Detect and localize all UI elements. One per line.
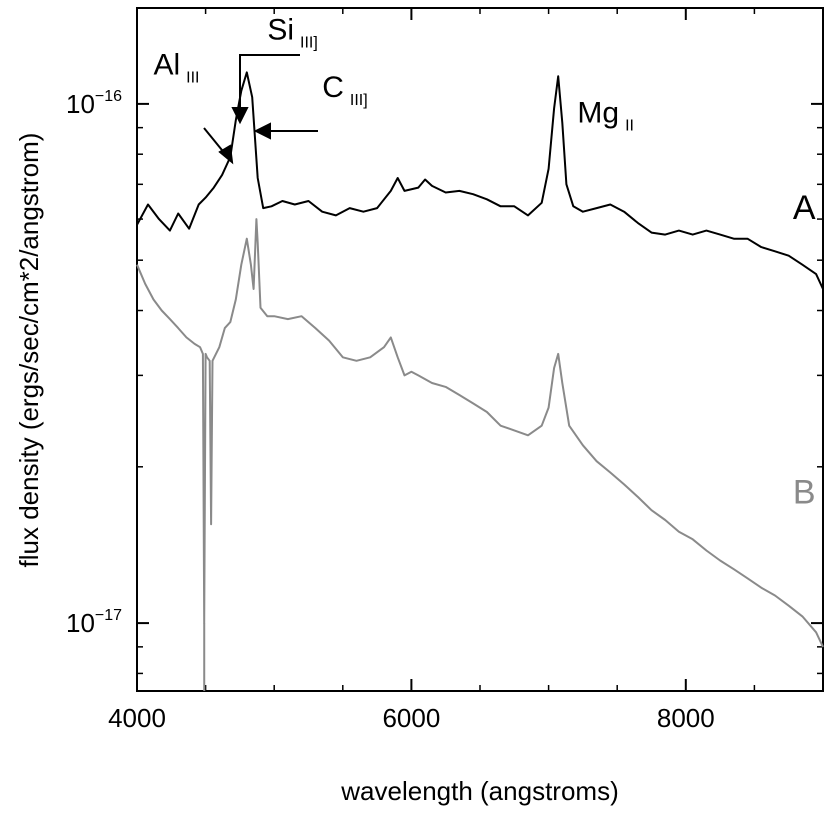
ticks-layer: 4000 6000 8000 10−16 10−17 <box>66 8 823 733</box>
series-b-line <box>136 218 824 648</box>
y-axis-title: flux density (ergs/sec/cm*2/angstrom) <box>14 133 44 568</box>
series-label-b: B <box>793 473 816 511</box>
annotation-si: Si III] <box>267 14 317 52</box>
y-tick-label: 10−16 <box>66 88 122 119</box>
annotation-al: Al III <box>153 48 199 86</box>
c-arrowhead <box>253 122 271 140</box>
x-tick-label: 6000 <box>382 703 440 733</box>
y-tick-label: 10−17 <box>66 607 122 638</box>
x-tick-label: 4000 <box>108 703 166 733</box>
x-tick-label: 8000 <box>657 703 715 733</box>
x-axis-title: wavelength (angstroms) <box>340 776 618 806</box>
series-label-a: A <box>793 189 816 227</box>
annotation-mg: Mg II <box>577 97 634 135</box>
annotation-c: C III] <box>322 71 367 109</box>
series-a-line <box>136 71 824 290</box>
annotation-arrows <box>203 54 318 165</box>
labels-layer: A B Si III] Al III C III] Mg II <box>153 14 815 512</box>
series-layer <box>136 71 824 691</box>
